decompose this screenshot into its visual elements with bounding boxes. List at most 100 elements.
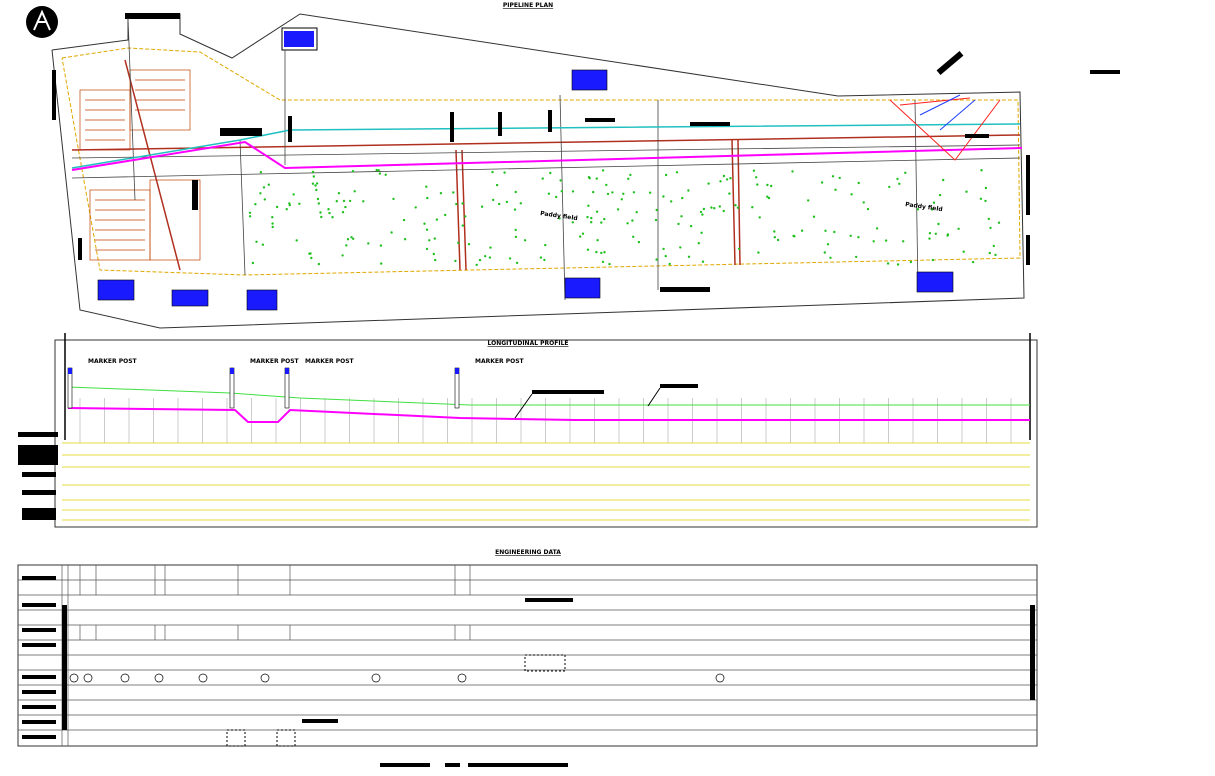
- rect-shape: [548, 110, 552, 132]
- circle-shape: [455, 202, 458, 206]
- rect-shape: [450, 112, 454, 142]
- circle-shape: [626, 222, 629, 225]
- rect-shape: [125, 13, 180, 19]
- rect-shape: [468, 763, 568, 767]
- circle-shape: [380, 262, 383, 265]
- circle-shape: [773, 230, 776, 233]
- circle-shape: [559, 179, 562, 182]
- circle-shape: [833, 230, 836, 234]
- rect-shape: [532, 390, 604, 394]
- circle-shape: [480, 205, 484, 208]
- circle-shape: [931, 208, 934, 211]
- circle-shape: [295, 239, 298, 242]
- circle-shape: [875, 227, 879, 230]
- circle-shape: [884, 239, 888, 242]
- rect-shape: [192, 180, 198, 210]
- circle-shape: [736, 206, 740, 209]
- circle-shape: [435, 218, 439, 221]
- circle-shape: [904, 171, 907, 174]
- circle-shape: [315, 182, 319, 185]
- path-shape: [127, 17, 136, 201]
- rect-shape: [22, 603, 56, 607]
- circle-shape: [288, 202, 291, 205]
- circle-shape: [505, 200, 509, 204]
- circle-shape: [687, 189, 690, 192]
- circle-shape: [434, 258, 437, 262]
- rect-shape: [22, 690, 56, 694]
- circle-shape: [259, 171, 263, 174]
- circle-shape: [571, 190, 575, 193]
- circle-shape: [432, 252, 435, 256]
- circle-shape: [261, 243, 265, 246]
- circle-shape: [886, 262, 890, 265]
- path-shape: [737, 139, 741, 266]
- rect-shape: [1090, 70, 1120, 74]
- circle-shape: [320, 215, 323, 219]
- rect-shape: [22, 472, 56, 477]
- circle-shape: [603, 217, 606, 221]
- circle-shape: [571, 221, 574, 224]
- circle-shape: [722, 209, 725, 213]
- circle-shape: [523, 239, 527, 242]
- circle-shape: [513, 208, 517, 211]
- circle-shape: [392, 197, 395, 201]
- circle-shape: [426, 196, 429, 200]
- path-shape: [71, 157, 1021, 179]
- circle-shape: [425, 185, 428, 188]
- circle-shape: [916, 208, 920, 211]
- circle-shape: [271, 216, 274, 219]
- path-shape: [71, 134, 1021, 151]
- circle-shape: [344, 205, 347, 209]
- circle-shape: [627, 177, 630, 180]
- rect-shape: [660, 287, 710, 292]
- rect-shape: [524, 654, 566, 672]
- circle-shape: [700, 231, 703, 234]
- circle-shape: [728, 192, 731, 195]
- polyline-shape: [61, 47, 1021, 276]
- circle-shape: [997, 221, 1001, 224]
- circle-shape: [773, 236, 776, 239]
- label: LONGITUDINAL PROFILE: [487, 340, 568, 347]
- circle-shape: [595, 250, 598, 254]
- circle-shape: [555, 195, 558, 199]
- polyline-shape: [67, 386, 1030, 406]
- circle-shape: [475, 263, 478, 267]
- circle-shape: [255, 240, 258, 243]
- path-shape: [71, 144, 1021, 159]
- circle-shape: [312, 175, 315, 178]
- rect-shape: [564, 277, 601, 299]
- circle-shape: [543, 258, 546, 262]
- circle-shape: [620, 198, 623, 201]
- circle-shape: [608, 262, 611, 266]
- rect-shape: [52, 70, 56, 120]
- circle-shape: [260, 673, 270, 683]
- circle-shape: [722, 174, 726, 178]
- circle-shape: [838, 176, 841, 180]
- g-shape: [71, 17, 1021, 301]
- circle-shape: [375, 168, 378, 172]
- marker-label: MARKER POST: [88, 358, 138, 365]
- circle-shape: [317, 202, 320, 205]
- circle-shape: [725, 178, 729, 181]
- circle-shape: [928, 237, 931, 240]
- circle-shape: [371, 673, 381, 683]
- circle-shape: [547, 192, 551, 195]
- circle-shape: [350, 236, 353, 239]
- rect-shape: [97, 279, 135, 301]
- circle-shape: [702, 207, 706, 211]
- circle-shape: [595, 177, 598, 180]
- circle-shape: [931, 258, 935, 262]
- circle-shape: [590, 221, 593, 224]
- circle-shape: [938, 193, 942, 197]
- circle-shape: [457, 241, 460, 244]
- rect-shape: [302, 719, 338, 723]
- rect-shape: [1026, 235, 1030, 265]
- circle-shape: [752, 169, 756, 172]
- circle-shape: [928, 232, 932, 235]
- rect-shape: [78, 238, 82, 260]
- rect-shape: [22, 643, 56, 647]
- circle-shape: [345, 244, 348, 247]
- rect-shape: [380, 763, 430, 767]
- g-shape: [248, 168, 1001, 267]
- circle-shape: [461, 202, 464, 205]
